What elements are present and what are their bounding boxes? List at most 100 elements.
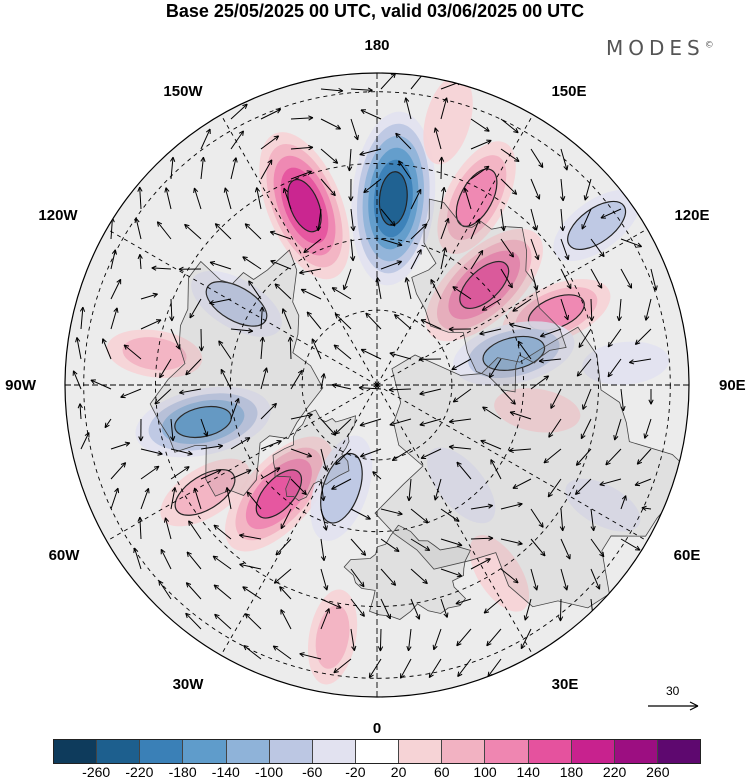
- colorbar-swatch: [485, 740, 529, 763]
- wind-arrow: [581, 208, 592, 230]
- wind-arrow: [440, 508, 460, 522]
- wind-arrow: [634, 328, 652, 345]
- wind-arrow: [380, 598, 391, 620]
- wind-arrow: [420, 319, 442, 330]
- wind-arrow: [440, 538, 463, 547]
- wind-arrow: [260, 159, 273, 180]
- reference-vector: [648, 701, 699, 711]
- land-outline: [411, 198, 567, 393]
- wind-arrow: [110, 278, 122, 300]
- polar-map: 180 0 90W 90E 150W 120W 150E 120E 60W 30…: [5, 37, 746, 735]
- colorbar-swatch: [140, 740, 184, 763]
- meridian-line: [220, 114, 378, 386]
- wind-arrow: [530, 568, 539, 591]
- wind-arrow: [576, 358, 592, 377]
- wind-arrow: [239, 533, 262, 540]
- wind-arrow: [560, 538, 571, 560]
- wind-arrow: [560, 238, 570, 261]
- wind-arrow: [260, 402, 277, 420]
- wind-arrow: [185, 358, 202, 376]
- wind-arrow: [200, 128, 211, 150]
- anomaly-center: [106, 329, 203, 378]
- wind-arrow: [375, 277, 382, 300]
- wind-arrow: [259, 306, 265, 330]
- anomaly-center: [135, 386, 271, 458]
- wind-arrow: [582, 388, 592, 410]
- wind-arrow: [440, 598, 449, 618]
- wind-arrow: [404, 97, 412, 120]
- wind-arrow: [198, 328, 205, 352]
- wind-arrow: [358, 385, 382, 391]
- wind-arrow: [272, 645, 292, 660]
- wind-arrow: [391, 448, 412, 462]
- colorbar-swatch: [312, 740, 356, 763]
- wind-arrow: [347, 148, 353, 172]
- wind-arrow: [406, 478, 412, 502]
- wind-arrow: [509, 322, 532, 330]
- lon-label-150w: 150W: [163, 83, 203, 100]
- anomaly-center: [469, 535, 530, 612]
- wind-arrow: [290, 170, 312, 180]
- wind-arrow: [281, 308, 292, 330]
- wind-arrow: [133, 547, 142, 570]
- wind-arrow: [320, 148, 339, 164]
- wind-arrow: [275, 538, 292, 556]
- wind-arrow: [334, 313, 352, 330]
- wind-arrow: [574, 478, 592, 495]
- wind-arrow: [479, 328, 502, 336]
- meridian-line: [220, 384, 378, 656]
- wind-arrow: [470, 249, 484, 270]
- wind-arrow: [290, 115, 314, 121]
- colorbar-tick-label: 260: [646, 764, 670, 780]
- wind-arrow: [342, 268, 352, 291]
- wind-arrow: [134, 217, 142, 240]
- wind-arrow: [359, 418, 382, 427]
- wind-arrow: [230, 437, 251, 450]
- colorbar-tick-label: 180: [559, 764, 584, 780]
- contour-band: [427, 447, 496, 524]
- wind-arrow: [169, 298, 175, 322]
- wind-arrow: [368, 658, 382, 679]
- wind-arrow: [440, 568, 463, 578]
- wind-arrow: [463, 187, 472, 210]
- colorbar-tick-label: -140: [211, 764, 240, 780]
- wind-arrow: [548, 418, 562, 438]
- colorbar-tick-label: -220: [125, 764, 154, 780]
- wind-arrow: [260, 367, 269, 390]
- wind-arrow: [560, 298, 570, 321]
- wind-arrow: [410, 508, 429, 524]
- wind-arrow: [470, 118, 490, 132]
- wind-arrow: [311, 338, 322, 360]
- colorbar-swatch: [97, 740, 141, 763]
- wind-arrow: [539, 328, 562, 338]
- wind-arrow: [260, 440, 282, 450]
- wind-arrow: [306, 311, 322, 330]
- wind-arrow: [151, 265, 172, 271]
- colorbar-tick-label: -180: [168, 764, 197, 780]
- lon-label-90w: 90W: [5, 377, 37, 394]
- map-border: [64, 72, 690, 698]
- wind-arrow: [509, 410, 532, 420]
- wind-arrow: [200, 418, 209, 437]
- wind-arrow: [274, 283, 292, 300]
- wind-arrow: [634, 478, 652, 487]
- wind-arrow: [212, 555, 232, 570]
- meridian-line: [106, 384, 378, 542]
- wind-arrow: [644, 298, 652, 321]
- wind-arrow: [209, 261, 232, 270]
- wind-arrow: [335, 448, 352, 466]
- wind-arrow: [350, 598, 365, 617]
- wind-arrow: [440, 247, 448, 270]
- wind-arrow: [242, 586, 262, 600]
- wind-arrow: [287, 336, 293, 360]
- wind-arrow: [399, 658, 412, 679]
- wind-arrow: [333, 344, 352, 360]
- wind-arrow: [530, 508, 544, 528]
- colorbar-tick-label: -260: [82, 764, 111, 780]
- wind-arrow: [159, 358, 172, 379]
- wind-arrow: [538, 358, 562, 364]
- wind-arrow: [170, 466, 190, 480]
- wind-arrow: [589, 298, 595, 322]
- wind-arrow: [406, 628, 412, 652]
- wind-arrow: [320, 178, 336, 197]
